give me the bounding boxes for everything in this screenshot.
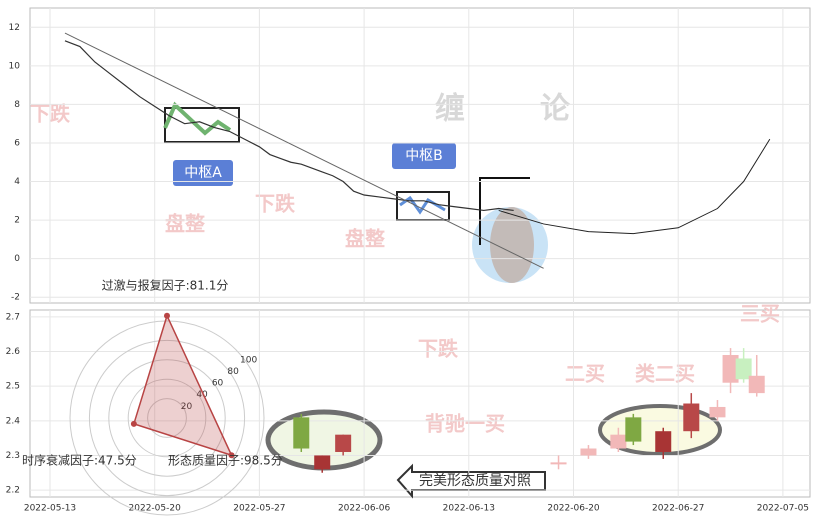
- watermark: 缠: [435, 92, 465, 127]
- watermark: 论: [540, 92, 571, 127]
- radar-point: [228, 452, 235, 459]
- y-tick-label: 0: [14, 254, 20, 264]
- y-tick-label: 2.4: [6, 416, 21, 426]
- x-tick-label: 2022-05-13: [24, 504, 76, 514]
- radar-ring: [147, 398, 187, 438]
- candle-body: [610, 434, 627, 449]
- radar-ring: [69, 320, 265, 516]
- radar-tick-label: 20: [181, 402, 193, 412]
- x-tick-label: 2022-06-20: [547, 504, 600, 514]
- watermark: 下跌: [418, 337, 459, 361]
- y-tick-label: 2.5: [6, 382, 20, 392]
- x-tick-label: 2022-06-06: [338, 504, 391, 514]
- y-tick-label: 12: [9, 23, 20, 33]
- radar-tick-label: 80: [227, 367, 239, 377]
- radar-area: [132, 313, 233, 457]
- radar-point: [130, 420, 137, 427]
- radar-label: 过激与报复因子:81.1分: [102, 278, 229, 293]
- watermark: 类二买: [635, 362, 695, 386]
- y-tick-label: -2: [11, 293, 20, 303]
- radar-label: 时序衰减因子:47.5分: [22, 453, 137, 468]
- watermark: 盘整: [345, 227, 385, 251]
- candle-body: [722, 355, 739, 383]
- candle-body: [655, 431, 672, 452]
- plot: 2022-05-13 2022-05-20 2022-05-27 2022-06-06…: [6, 8, 810, 516]
- candle-body: [683, 403, 700, 432]
- label-box: [392, 143, 456, 169]
- label-box: [173, 160, 233, 186]
- y-tick-label: 10: [9, 61, 21, 71]
- watermark: 二买: [565, 362, 605, 386]
- y-tick-label: 8: [14, 100, 20, 110]
- y-tick-label: 2.7: [6, 312, 20, 322]
- radar-tick-label: 100: [240, 355, 257, 365]
- y-tick-label: 2.2: [6, 486, 20, 496]
- candle-body: [709, 406, 726, 418]
- radar-tick-label: 60: [212, 379, 224, 389]
- candle-body: [625, 417, 642, 442]
- x-tick-label: 2022-06-13: [443, 504, 495, 514]
- y-tick-label: 4: [14, 177, 20, 187]
- watermark: 背驰一买: [425, 412, 505, 436]
- candle-body: [314, 455, 331, 470]
- annotation: 中枢A: [184, 165, 222, 181]
- line-series: [64, 32, 544, 269]
- line-series: [498, 138, 771, 235]
- pivot-stroke: [163, 101, 232, 136]
- marker: [479, 177, 530, 245]
- y-tick-label: 6: [14, 138, 20, 148]
- radar-tick-label: 40: [196, 390, 208, 400]
- radar-label: 形态质量因子:98.5分: [168, 454, 283, 468]
- y-tick-label: 2: [14, 216, 20, 226]
- watermarks: 缠论下跌盘整下跌盘整下跌二买 类二买三买背驰一买: [30, 92, 780, 436]
- candle-body: [748, 375, 765, 394]
- candle-body: [335, 434, 352, 452]
- radar-ring: [108, 359, 226, 477]
- x-tick-label: 2022-05-27: [233, 504, 285, 514]
- x-tick-label: 2022-06-27: [652, 504, 704, 514]
- candle-body: [735, 358, 752, 380]
- radar-point: [164, 312, 170, 319]
- candle-body: [293, 417, 310, 449]
- candle-body: [550, 462, 567, 465]
- watermark: 三买: [740, 302, 780, 326]
- button-label[interactable]: 完美形态质量对照: [419, 473, 531, 489]
- highlight-ellipse: [490, 207, 534, 283]
- annotation: 中枢B: [405, 148, 443, 164]
- watermark: 盘整: [165, 212, 205, 236]
- candle-body: [580, 448, 597, 456]
- watermark: 下跌: [255, 192, 296, 216]
- radar-ring: [88, 339, 246, 497]
- y-tick-label: 2.6: [6, 347, 21, 357]
- radar-ring: [127, 378, 207, 458]
- x-tick-label: 2022-05-20: [129, 504, 182, 514]
- x-tick-label: 2022-07-05: [757, 504, 809, 514]
- y-tick-label: 2.3: [6, 451, 20, 461]
- line-series: [64, 40, 514, 212]
- button-shape[interactable]: [396, 463, 546, 499]
